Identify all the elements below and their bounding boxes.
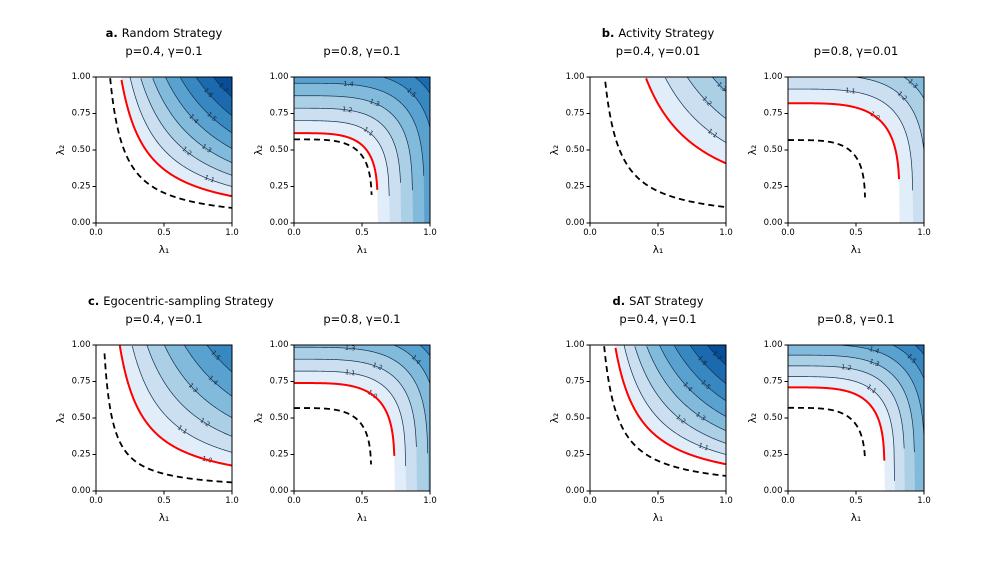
strategy-letter: a. bbox=[105, 26, 118, 40]
panel-b2: p=0.8, γ=0.01 bbox=[742, 24, 932, 258]
panel-header: c. Egocentric-sampling Strategy p=0.4, γ=… bbox=[50, 292, 274, 328]
panel-pair-a: a. Random Strategy p=0.4, γ=0.1 p=0.8, γ=… bbox=[50, 24, 438, 258]
strategy-title: d. SAT Strategy bbox=[582, 292, 734, 310]
strategy-title bbox=[286, 292, 438, 310]
contour-plot-a1 bbox=[50, 72, 240, 258]
figure-row-2: c. Egocentric-sampling Strategy p=0.4, γ=… bbox=[0, 292, 1000, 526]
strategy-title: b. Activity Strategy bbox=[582, 24, 734, 42]
contour-plot-d1 bbox=[544, 340, 734, 526]
panel-header: b. Activity Strategy p=0.4, γ=0.01 bbox=[544, 24, 734, 60]
contour-plot-a2 bbox=[248, 72, 438, 258]
strategy-title bbox=[286, 24, 438, 42]
panel-c2: p=0.8, γ=0.1 bbox=[248, 292, 438, 526]
panel-d2: p=0.8, γ=0.1 bbox=[742, 292, 932, 526]
strategy-title bbox=[780, 24, 932, 42]
contour-plot-d2 bbox=[742, 340, 932, 526]
strategy-title: c. Egocentric-sampling Strategy bbox=[88, 292, 274, 310]
panel-a2: p=0.8, γ=0.1 bbox=[248, 24, 438, 258]
strategy-name: Egocentric-sampling Strategy bbox=[103, 294, 274, 308]
panel-header: p=0.8, γ=0.01 bbox=[742, 24, 932, 60]
panel-pair-c: c. Egocentric-sampling Strategy p=0.4, γ=… bbox=[50, 292, 438, 526]
strategy-name: Random Strategy bbox=[121, 26, 223, 40]
panel-subtitle: p=0.4, γ=0.1 bbox=[619, 312, 697, 326]
contour-plot-c1 bbox=[50, 340, 240, 526]
panel-pair-b: b. Activity Strategy p=0.4, γ=0.01 p=0.8,… bbox=[544, 24, 932, 258]
contour-plot-b1 bbox=[544, 72, 734, 258]
panel-header: d. SAT Strategy p=0.4, γ=0.1 bbox=[544, 292, 734, 328]
strategy-name: SAT Strategy bbox=[629, 294, 704, 308]
panel-subtitle: p=0.4, γ=0.01 bbox=[615, 44, 701, 58]
contour-plot-b2 bbox=[742, 72, 932, 258]
panel-c1: c. Egocentric-sampling Strategy p=0.4, γ=… bbox=[50, 292, 274, 526]
panel-a1: a. Random Strategy p=0.4, γ=0.1 bbox=[50, 24, 240, 258]
panel-subtitle: p=0.8, γ=0.1 bbox=[323, 312, 401, 326]
panel-subtitle: p=0.4, γ=0.1 bbox=[125, 312, 203, 326]
panel-subtitle: p=0.8, γ=0.01 bbox=[813, 44, 899, 58]
panel-d1: d. SAT Strategy p=0.4, γ=0.1 bbox=[544, 292, 734, 526]
panel-b1: b. Activity Strategy p=0.4, γ=0.01 bbox=[544, 24, 734, 258]
strategy-letter: d. bbox=[612, 294, 626, 308]
figure-row-1: a. Random Strategy p=0.4, γ=0.1 p=0.8, γ=… bbox=[0, 24, 1000, 258]
panel-subtitle: p=0.8, γ=0.1 bbox=[817, 312, 895, 326]
panel-header: p=0.8, γ=0.1 bbox=[248, 24, 438, 60]
strategy-letter: c. bbox=[88, 294, 100, 308]
strategy-title bbox=[780, 292, 932, 310]
strategy-letter: b. bbox=[601, 26, 615, 40]
panel-header: p=0.8, γ=0.1 bbox=[742, 292, 932, 328]
panel-subtitle: p=0.8, γ=0.1 bbox=[323, 44, 401, 58]
panel-header: p=0.8, γ=0.1 bbox=[248, 292, 438, 328]
panel-pair-d: d. SAT Strategy p=0.4, γ=0.1 p=0.8, γ=0.1 bbox=[544, 292, 932, 526]
panel-header: a. Random Strategy p=0.4, γ=0.1 bbox=[50, 24, 240, 60]
strategy-title: a. Random Strategy bbox=[88, 24, 240, 42]
strategy-name: Activity Strategy bbox=[618, 26, 715, 40]
contour-plot-c2 bbox=[248, 340, 438, 526]
panel-subtitle: p=0.4, γ=0.1 bbox=[125, 44, 203, 58]
